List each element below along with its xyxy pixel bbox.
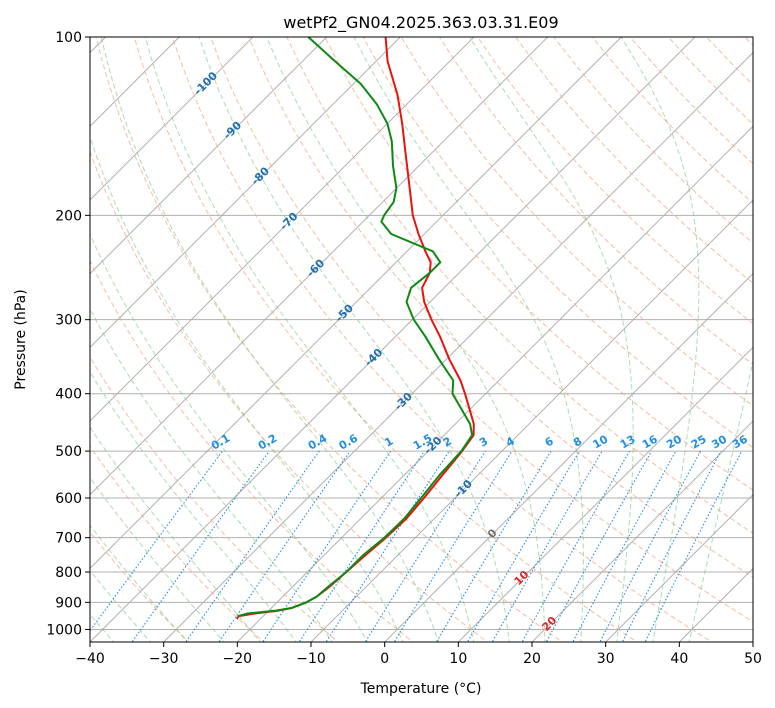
y-tick-label: 300 (55, 313, 82, 329)
isotherm-line (531, 420, 753, 642)
moist-adiabat (90, 233, 369, 642)
y-tick-label: 200 (55, 208, 82, 224)
dry-adiabat (90, 150, 489, 642)
isotherm-line (90, 37, 622, 569)
moist-adiabat-lines (90, 37, 753, 642)
mixing-ratio-line (325, 450, 450, 642)
isotherm-line (163, 52, 753, 642)
y-tick-label: 100 (55, 30, 82, 46)
y-tick-label: 500 (55, 444, 82, 460)
y-tick-label: 700 (55, 531, 82, 547)
isotherm-line (310, 199, 753, 642)
x-tick-label: −10 (296, 651, 326, 667)
dry-adiabat (90, 356, 339, 642)
isotherm-line (90, 37, 696, 642)
dry-adiabat (95, 37, 564, 642)
mixing-ratio-line (298, 450, 425, 642)
dry-adiabat (209, 37, 753, 623)
dewpoint-profile-line (237, 37, 474, 618)
mixing-ratio-line (131, 450, 270, 642)
x-tick-label: 10 (449, 651, 467, 667)
isotherm-line (605, 494, 753, 642)
x-tick-label: 20 (523, 651, 541, 667)
plot-area: -100-90-80-70-60-50-40-30-20-10010203040… (90, 37, 753, 642)
mixing-ratio-line (599, 450, 701, 642)
y-tick-label: 900 (55, 595, 82, 611)
dry-adiabat (90, 531, 190, 642)
plot-frame (89, 36, 754, 643)
dry-adiabat (171, 37, 713, 642)
x-axis-label: Temperature (°C) (360, 681, 482, 697)
mixing-ratio-line (90, 450, 223, 632)
moist-adiabat (100, 37, 439, 642)
mixing-ratio-line (435, 450, 552, 642)
x-tick-label: −30 (149, 651, 179, 667)
mixing-ratio-line (218, 450, 351, 642)
mixing-ratio-line (262, 450, 392, 642)
moist-adiabat (266, 37, 546, 642)
x-axis: −40 −30 −20 −10 0 10 20 30 40 50 (75, 642, 762, 667)
dry-adiabat (90, 259, 414, 642)
moist-adiabat (620, 37, 700, 642)
chart-title: wetPf2_GN04.2025.363.03.31.E09 (283, 13, 558, 33)
isotherm-line (90, 37, 254, 201)
isotherm-line (90, 37, 401, 348)
x-tick-label: −20 (223, 651, 253, 667)
mixing-ratio-line (572, 450, 677, 642)
dry-adiabat-lines (90, 37, 753, 642)
x-tick-label: 0 (380, 651, 389, 667)
y-tick-label: 600 (55, 491, 82, 507)
x-tick-label: 50 (744, 651, 762, 667)
mixing-ratio-line (364, 450, 486, 642)
isotherm-line (90, 37, 475, 422)
dry-adiabat (400, 37, 753, 407)
moist-adiabat (353, 37, 584, 642)
isotherm-line (90, 37, 328, 275)
moist-adiabat (144, 37, 475, 642)
dry-adiabat (286, 37, 753, 534)
isotherm-line (90, 37, 549, 496)
mixing-ratio-line (621, 450, 722, 642)
y-tick-label: 1000 (46, 622, 82, 638)
isotherm-line (236, 125, 753, 642)
mixing-ratio-line (185, 450, 320, 642)
dry-adiabat (515, 37, 753, 284)
dry-adiabat (324, 37, 753, 491)
dry-adiabat (248, 37, 753, 578)
moist-adiabat (90, 135, 404, 642)
y-tick-label: 800 (55, 565, 82, 581)
mixing-ratio-line (644, 450, 743, 642)
x-tick-label: 40 (670, 651, 688, 667)
moist-adiabat (688, 358, 753, 642)
mixing-ratio-line (491, 450, 603, 642)
y-tick-label: 400 (55, 387, 82, 403)
x-tick-label: 30 (597, 651, 615, 667)
mixing-ratio-lines (90, 450, 743, 642)
dry-adiabat (438, 37, 753, 366)
y-axis-label: Pressure (hPa) (13, 289, 29, 389)
x-tick-label: −40 (75, 651, 105, 667)
y-axis: 100 200 300 400 500 600 700 800 900 1000 (46, 30, 90, 638)
moist-adiabat (90, 307, 333, 642)
sounding-profiles (235, 37, 475, 620)
pressure-gridlines (90, 37, 753, 630)
mixing-ratio-line (393, 450, 513, 642)
mixing-ratio-line (466, 450, 580, 642)
isotherm-line (90, 37, 180, 127)
